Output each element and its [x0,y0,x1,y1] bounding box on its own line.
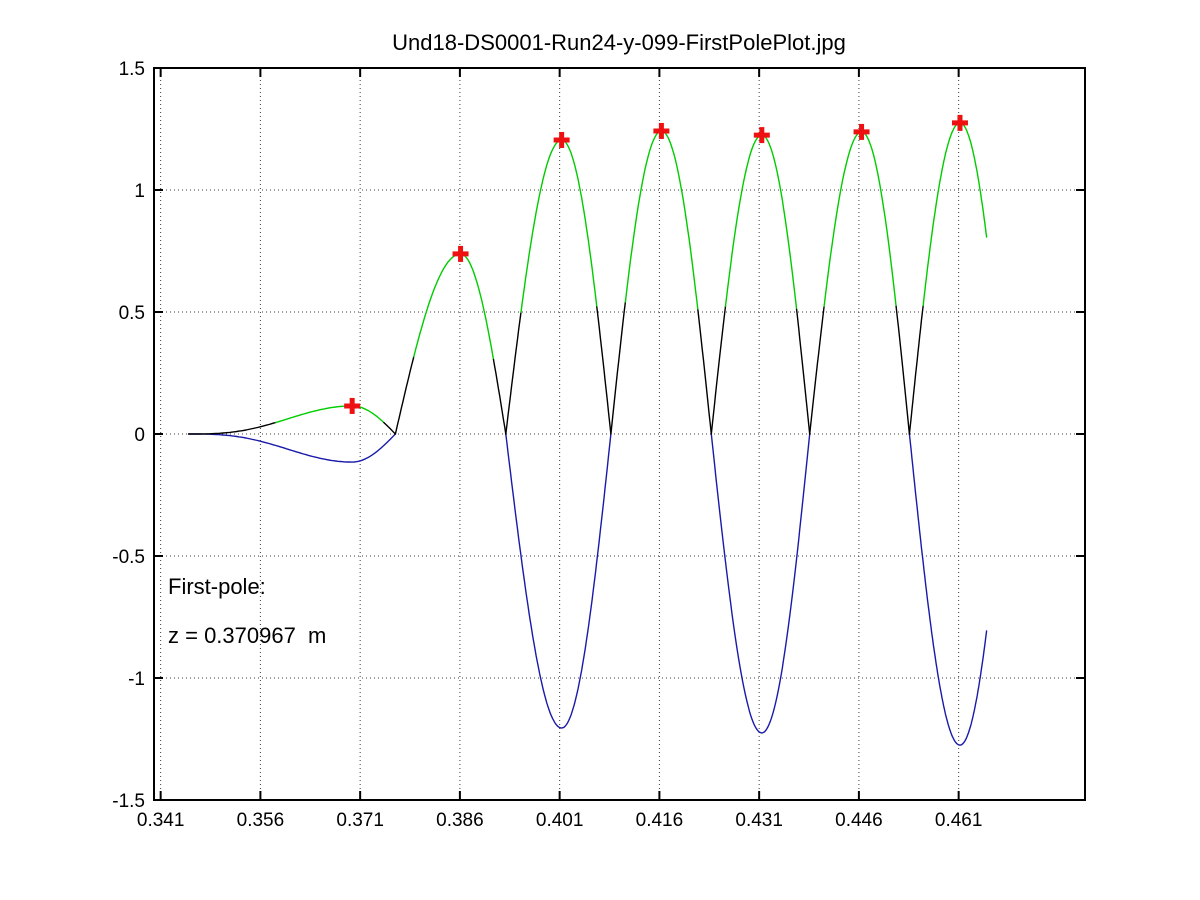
mirror-curve-segment [795,308,811,435]
mirror-curve-segment [710,305,727,435]
plot-title: Und18-DS0001-Run24-y-099-FirstPolePlot.j… [392,30,846,55]
mirror-curve-segment [187,421,277,435]
y-tick-label: 0.5 [119,303,145,324]
x-tick-label: 0.356 [237,810,285,831]
first-pole-value: z = 0.370967 m [168,623,326,648]
grid-layer [154,68,1085,800]
field-curve-segment [809,305,825,435]
mirror-curve-segment [383,421,397,435]
x-tick-label: 0.446 [835,810,883,831]
mirror-curve-segment [724,134,798,310]
field-curve-segment [823,131,897,307]
axis-tick-labels: 0.341 0.356 0.371 0.386 0.401 0.416 0.431 0.446… [112,59,982,831]
field-curve-segment [908,433,988,746]
x-tick-label: 0.386 [436,810,484,831]
field-curve-segment [624,130,699,311]
first-pole-label: First-pole: [168,574,266,599]
mirror-curve-segment [520,139,598,313]
mirror-curve-segment [922,122,988,307]
x-tick-label: 0.371 [336,810,384,831]
y-tick-label: -1 [128,669,145,690]
plot-box [153,67,1086,801]
x-tick-label: 0.461 [935,810,983,831]
y-tick-label: -0.5 [112,547,145,568]
field-curve-segment [492,358,507,435]
field-curve-segment [610,301,627,435]
field-curve-segment [413,253,495,361]
axis-ticks [154,67,1085,801]
mirror-curve-segment [908,304,924,435]
y-tick-label: 0 [134,425,145,446]
x-tick-label: 0.431 [735,810,783,831]
x-tick-label: 0.416 [636,810,684,831]
mirror-curve-segment [596,306,612,435]
mirror-curve-segment [505,311,522,435]
field-curve-segment [187,433,397,463]
field-curve-segment [895,305,911,435]
field-curve-segment [394,356,415,435]
mirror-curve-segment [275,405,385,424]
y-tick-label: 1 [134,181,145,202]
x-tick-label: 0.401 [536,810,584,831]
y-tick-label: 1.5 [119,59,145,80]
field-curve-segment [505,433,612,729]
y-tick-label: -1.5 [112,791,145,812]
x-tick-label: 0.341 [137,810,185,831]
field-curve-segment [697,309,712,435]
field-curve-segment [710,433,811,734]
pole-markers [344,114,968,414]
